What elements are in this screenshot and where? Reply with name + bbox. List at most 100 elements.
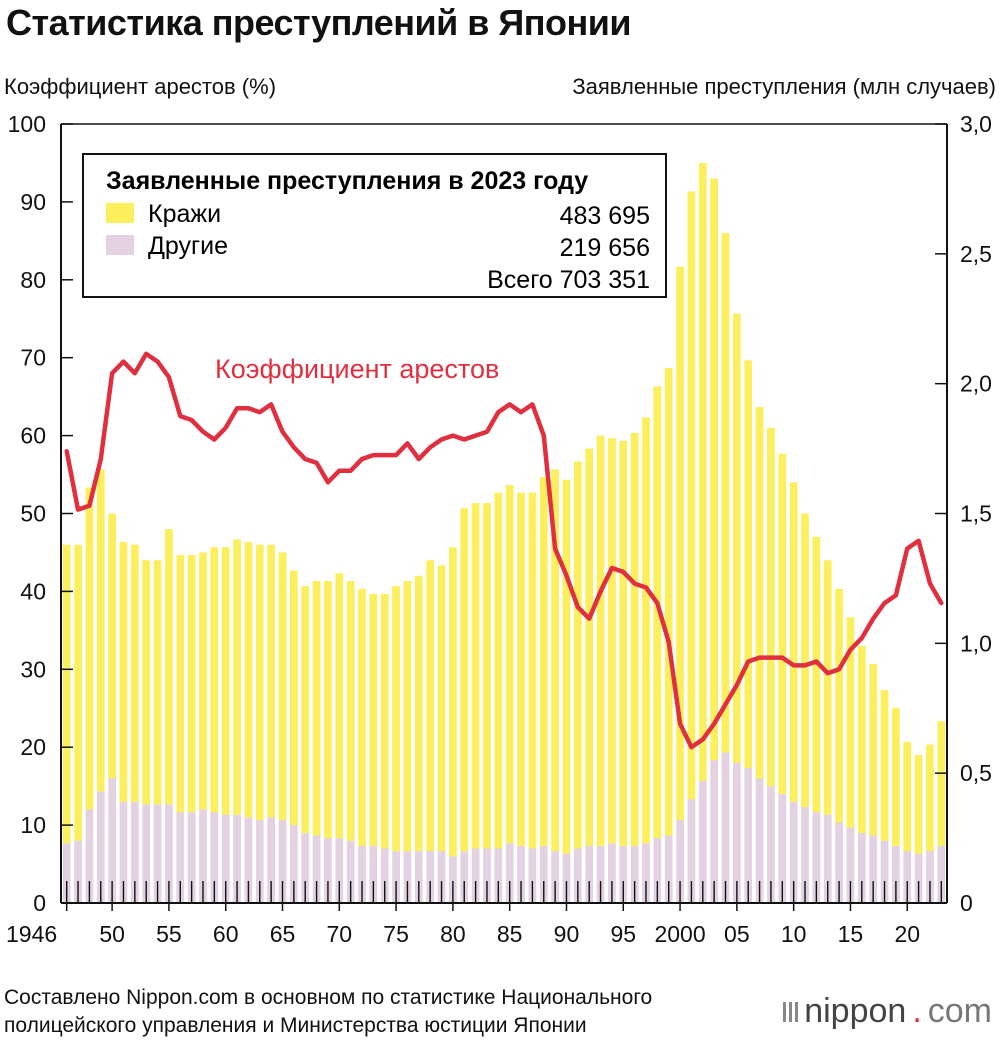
bar-theft-2008 <box>767 427 775 787</box>
bar-theft-2002 <box>698 162 707 781</box>
bar-other-2019 <box>892 845 900 903</box>
bar-other-2003 <box>710 760 719 903</box>
left-tick-label-40: 40 <box>20 578 46 604</box>
bar-theft-1980 <box>449 547 457 857</box>
bar-theft-1978 <box>426 560 435 852</box>
bar-other-2016 <box>857 832 866 903</box>
bar-other-2014 <box>835 822 843 903</box>
bar-theft-2000 <box>676 266 684 820</box>
bar-theft-1987 <box>528 492 537 849</box>
right-tick-label-2: 1,0 <box>960 630 992 656</box>
bar-theft-1966 <box>289 570 298 826</box>
bar-other-2022 <box>926 851 934 903</box>
bar-theft-1958 <box>199 552 207 810</box>
bar-theft-1974 <box>380 593 389 849</box>
bar-other-1959 <box>210 812 219 903</box>
left-tick-label-100: 100 <box>8 111 46 137</box>
bar-theft-1973 <box>369 593 378 846</box>
bar-theft-1992 <box>585 448 594 846</box>
bar-other-1973 <box>369 845 378 903</box>
left-tick-label-20: 20 <box>20 734 46 760</box>
bar-theft-1984 <box>494 492 503 849</box>
bar-other-1967 <box>301 832 310 903</box>
x-tick-label-1990: 90 <box>554 921 580 947</box>
bar-other-1954 <box>153 804 162 903</box>
bar-other-1951 <box>119 801 128 903</box>
bar-other-1984 <box>494 848 503 903</box>
bar-other-1972 <box>358 845 366 903</box>
bar-other-1981 <box>460 851 469 903</box>
bar-theft-1968 <box>312 581 321 836</box>
legend-title: Заявленные преступления в 2023 году <box>106 167 588 195</box>
bar-other-1971 <box>346 840 355 903</box>
bar-theft-2019 <box>892 708 900 846</box>
bar-other-1983 <box>483 848 491 903</box>
bar-theft-2018 <box>880 690 889 841</box>
bar-theft-2015 <box>846 617 855 828</box>
bar-theft-2007 <box>755 407 764 779</box>
bar-other-1955 <box>165 804 173 903</box>
bar-theft-2009 <box>778 453 787 794</box>
nippon-logo: nippon. com <box>783 992 992 1031</box>
bar-theft-1994 <box>608 438 616 844</box>
bar-other-2017 <box>869 835 878 903</box>
bar-other-1956 <box>176 812 185 903</box>
source-note: Составлено Nippon.com в основном по стат… <box>4 984 652 1040</box>
axes-layer: 0 10 20 30 40 50 60 70 80 90 100 0 0,5 1,0 1,5 2,0 2,5 3,… <box>6 111 992 947</box>
bar-theft-2011 <box>801 513 809 807</box>
bar-other-1992 <box>585 845 594 903</box>
bar-theft-1964 <box>267 544 276 818</box>
bar-other-1970 <box>335 838 344 903</box>
bar-other-1991 <box>573 848 582 903</box>
bar-other-1982 <box>471 848 480 903</box>
x-tick-label-1960: 60 <box>213 921 239 947</box>
bar-other-1994 <box>608 843 616 903</box>
arrest-rate-layer <box>64 351 944 750</box>
bar-theft-1983 <box>483 503 491 849</box>
bar-theft-1962 <box>244 542 253 818</box>
right-tick-label-6: 3,0 <box>960 111 992 137</box>
bar-other-1968 <box>312 835 321 903</box>
bar-theft-1955 <box>165 529 173 805</box>
bar-other-1946 <box>62 843 71 903</box>
bar-theft-1961 <box>233 539 241 815</box>
bar-theft-2005 <box>732 313 741 763</box>
bar-other-2012 <box>812 812 821 903</box>
left-tick-label-0: 0 <box>33 890 46 916</box>
x-tick-label-1975: 75 <box>383 921 409 947</box>
bar-theft-1950 <box>108 513 116 779</box>
bar-theft-2003 <box>710 178 719 761</box>
legend: Заявленные преступления в 2023 году Краж… <box>82 153 667 298</box>
x-tick-label-2015: 15 <box>838 921 864 947</box>
bar-other-1949 <box>96 791 105 903</box>
bar-theft-1971 <box>346 581 355 841</box>
bar-theft-1963 <box>255 544 264 820</box>
bar-other-1964 <box>267 817 276 903</box>
bar-theft-1951 <box>119 542 128 802</box>
bar-other-2004 <box>721 752 730 903</box>
left-tick-label-90: 90 <box>20 189 46 215</box>
bar-other-1947 <box>74 840 82 903</box>
left-tick-label-30: 30 <box>20 656 46 682</box>
bar-other-1953 <box>142 804 151 903</box>
x-tick-label-1965: 65 <box>270 921 296 947</box>
bar-other-2021 <box>914 853 923 903</box>
bar-theft-1952 <box>130 544 139 802</box>
bar-theft-1993 <box>596 435 605 846</box>
bar-theft-2004 <box>721 233 730 753</box>
bar-theft-1960 <box>221 547 230 815</box>
bar-theft-1989 <box>551 469 559 852</box>
right-tick-label-5: 2,5 <box>960 241 992 267</box>
logo-tld: com <box>927 992 992 1030</box>
bar-other-2011 <box>801 806 809 903</box>
bar-other-2013 <box>823 814 832 903</box>
right-tick-label-3: 1,5 <box>960 501 992 527</box>
bar-theft-2013 <box>823 560 832 815</box>
bar-theft-1953 <box>142 560 151 805</box>
bar-other-1986 <box>517 845 525 903</box>
bar-other-1988 <box>539 845 548 903</box>
bar-theft-1948 <box>85 487 94 810</box>
x-tick-label-1946: 1946 <box>6 921 57 947</box>
bar-theft-1957 <box>187 555 196 813</box>
left-tick-label-80: 80 <box>20 267 46 293</box>
